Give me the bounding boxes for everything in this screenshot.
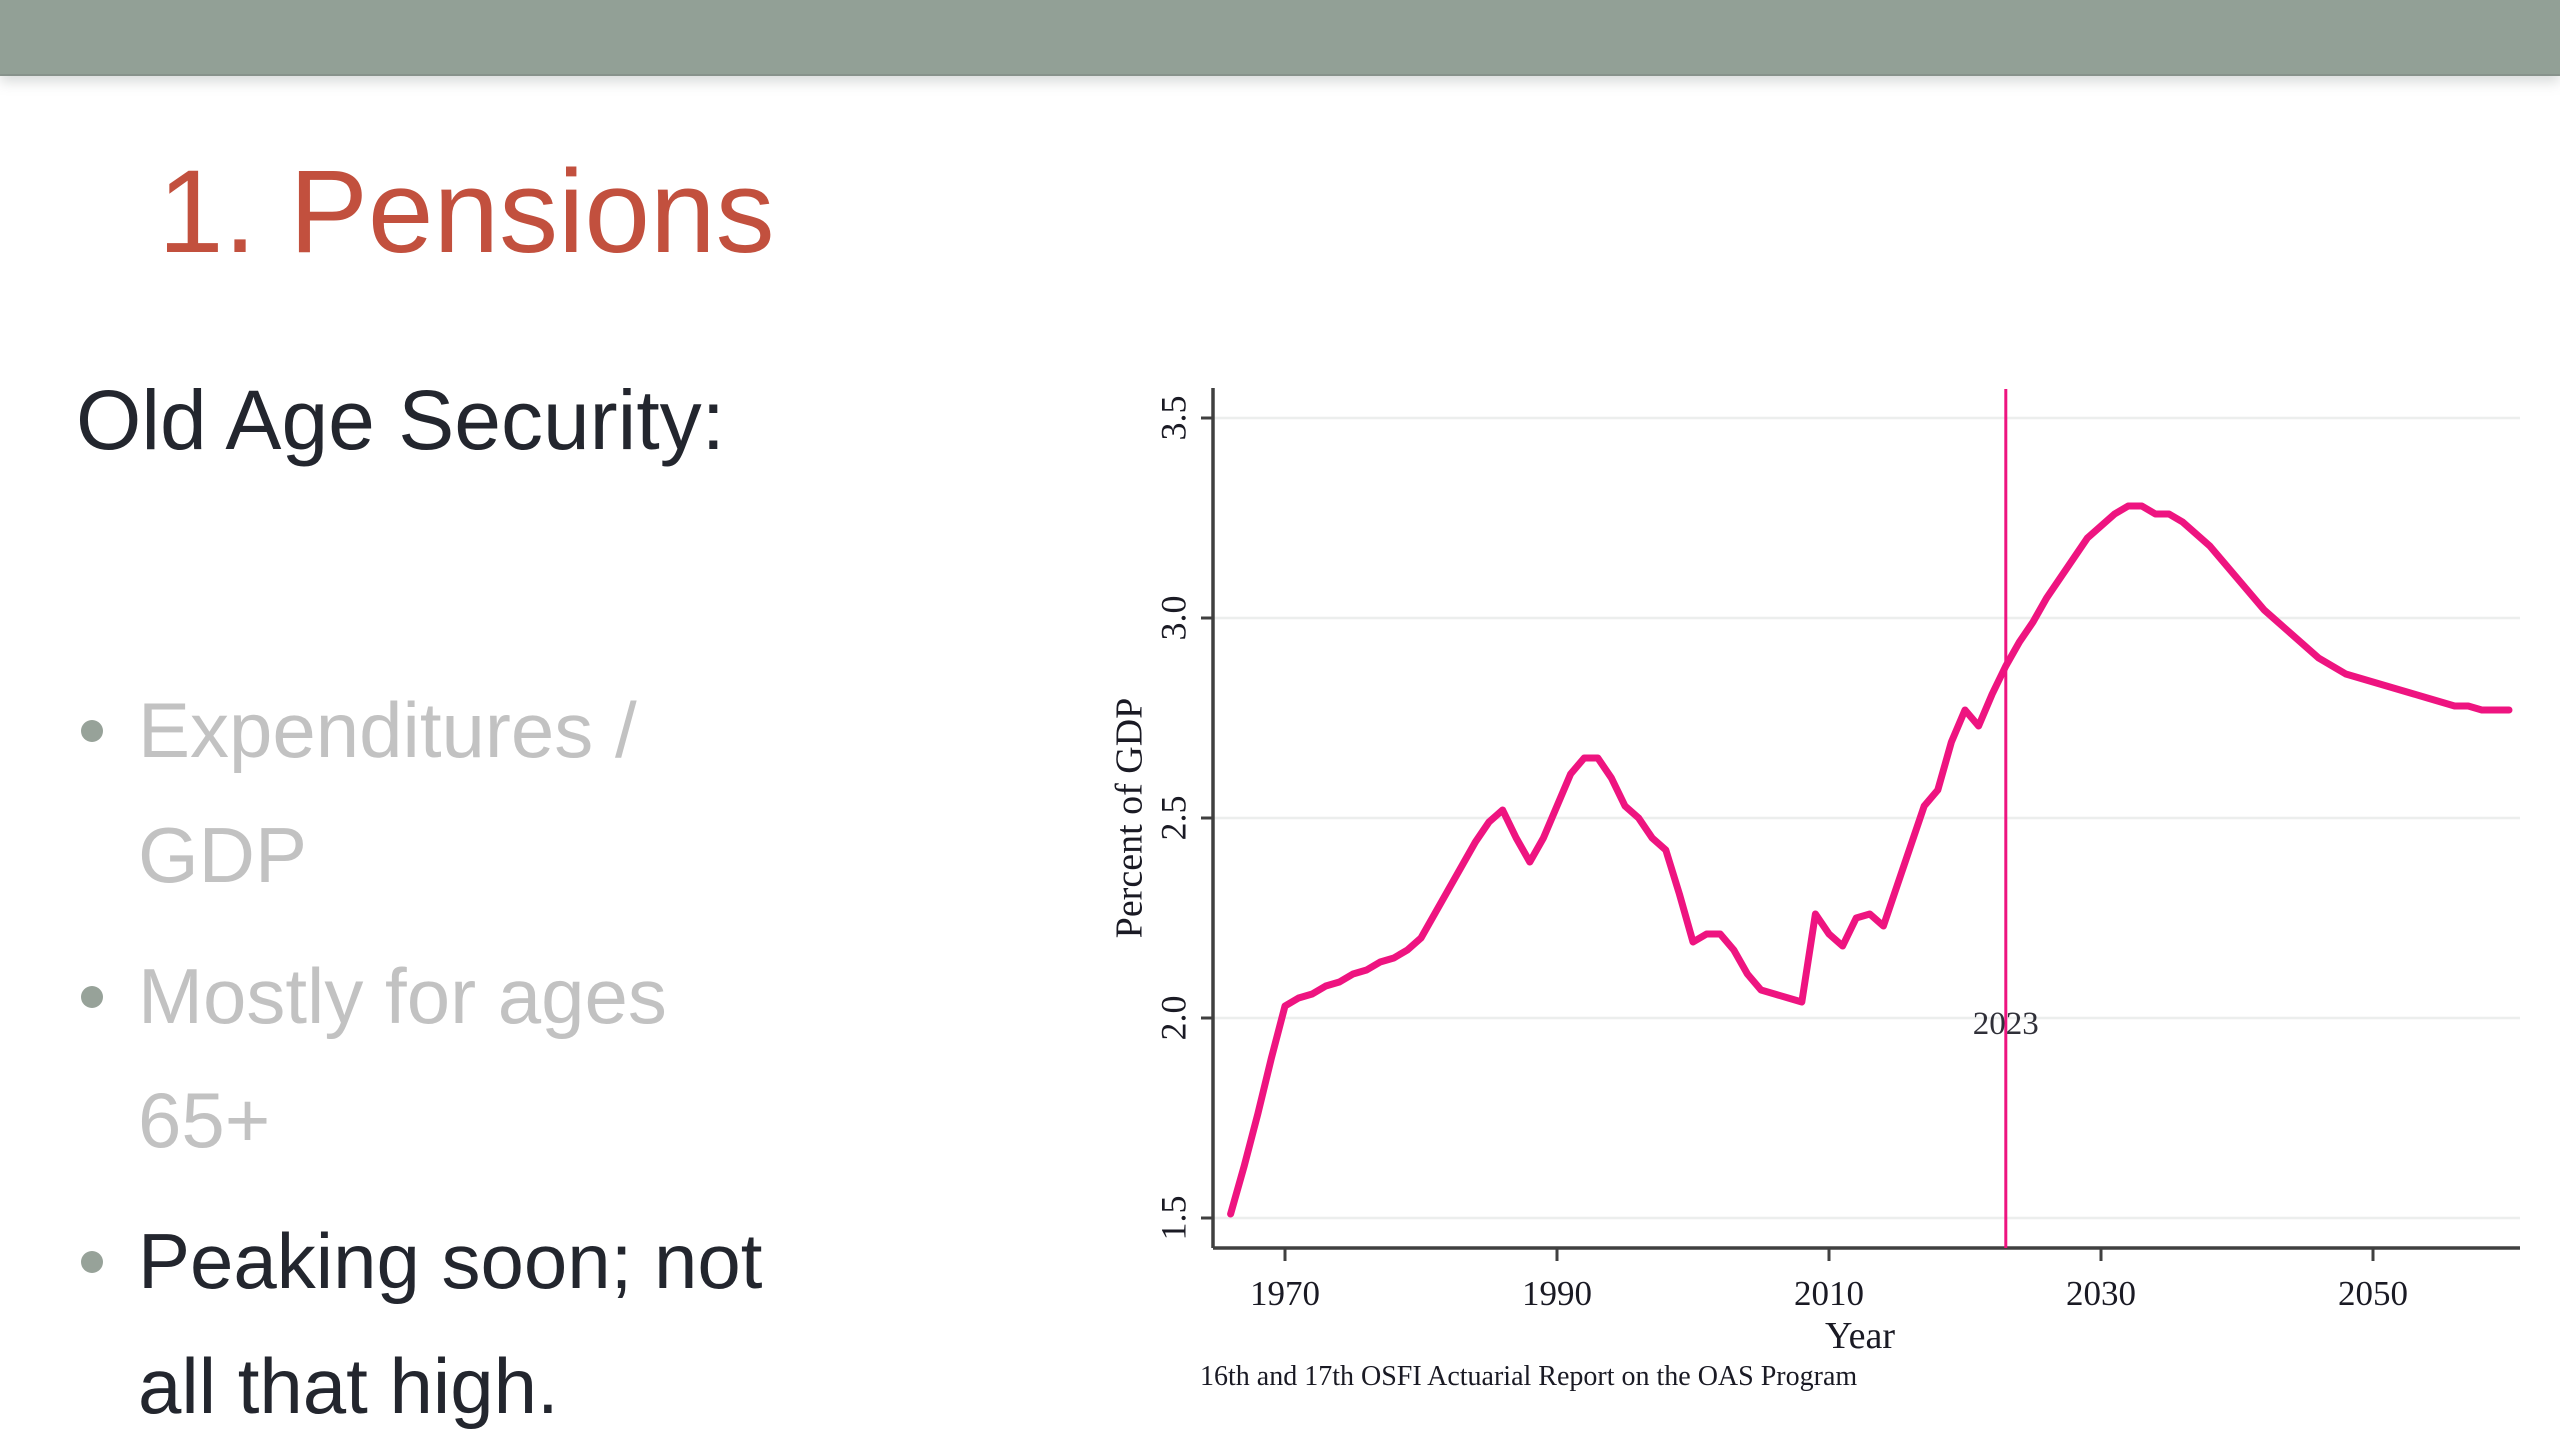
data-line-oas — [1227, 502, 2513, 1218]
x-tick-label: 1990 — [1522, 1274, 1592, 1313]
x-tick-label: 2030 — [2066, 1274, 2136, 1313]
slide-subtitle: Old Age Security: — [76, 373, 725, 467]
y-tick-label: 2.5 — [1154, 796, 1194, 841]
y-tick-label: 2.0 — [1154, 996, 1194, 1041]
line-chart-canvas: 1.5 2.0 2.5 3.0 3.5 1970 1990 2010 2030 2050 Perce… — [1108, 388, 2520, 1392]
oas-expenditure-chart: 1.5 2.0 2.5 3.0 3.5 1970 1990 2010 2030 2050 Perce… — [1100, 200, 2560, 1440]
reference-line-label: 2023 — [1973, 1006, 2039, 1042]
chart-caption: 16th and 17th OSFI Actuarial Report on t… — [1200, 1361, 1857, 1392]
y-tick-label: 3.5 — [1154, 396, 1194, 441]
x-axis-title: Year — [1825, 1315, 1895, 1357]
y-tick-label: 1.5 — [1154, 1196, 1194, 1241]
x-tick-label: 2050 — [2338, 1274, 2408, 1313]
slide-title: 1. Pensions — [158, 146, 775, 278]
bullet-item-1: Expenditures / GDP — [76, 668, 776, 918]
slide-header-bar — [0, 0, 2560, 74]
y-tick-label: 3.0 — [1154, 596, 1194, 641]
x-tick-label: 2010 — [1794, 1274, 1864, 1313]
x-tick-label: 1970 — [1250, 1274, 1320, 1313]
bullet-item-2: Mostly for ages 65+ — [76, 934, 776, 1184]
y-axis-title: Percent of GDP — [1108, 698, 1150, 939]
bullet-list: Expenditures / GDP Mostly for ages 65+ Pea… — [76, 668, 776, 1440]
bullet-item-3: Peaking soon; not all that high. — [76, 1199, 776, 1440]
